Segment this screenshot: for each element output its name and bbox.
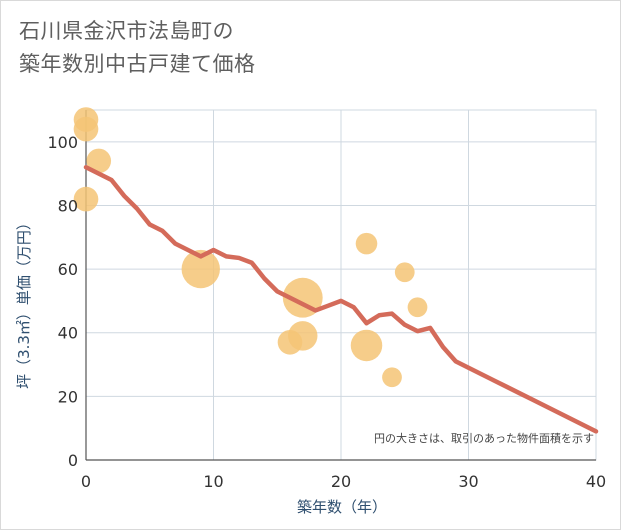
chart-title-line-1: 石川県金沢市法島町の — [19, 19, 234, 43]
bubble-9 — [350, 329, 383, 362]
bubble-11 — [394, 262, 415, 283]
trend-line — [83, 165, 599, 434]
chart-title-line-2: 築年数別中古戸建て価格 — [19, 52, 256, 76]
bubble-1 — [73, 116, 99, 142]
y-tick-label-0: 0 — [68, 451, 78, 470]
x-tick-label-0: 0 — [81, 472, 91, 491]
bubble-7 — [288, 321, 318, 351]
x-tick-label-20: 20 — [331, 472, 351, 491]
size-note: 円の大きさは、取引のあった物件面積を示す — [374, 431, 594, 445]
x-tick-label-10: 10 — [203, 472, 223, 491]
bubble-3 — [86, 148, 112, 174]
y-tick-label-40: 40 — [58, 324, 78, 343]
x-axis-label: 築年数（年） — [297, 498, 387, 516]
y-tick-label-80: 80 — [58, 196, 78, 215]
y-axis-label: 坪（3.3㎡）単価（万円） — [15, 215, 33, 389]
bubble-10 — [382, 367, 402, 388]
y-tick-label-60: 60 — [58, 260, 78, 279]
x-tick-label-40: 40 — [586, 472, 606, 491]
bubble-4 — [181, 249, 220, 289]
x-tick-label-30: 30 — [458, 472, 478, 491]
trend-series — [83, 165, 599, 434]
y-tick-label-20: 20 — [58, 387, 78, 406]
bubble-2 — [73, 186, 99, 212]
chart-title: 石川県金沢市法島町の 築年数別中古戸建て価格 — [19, 15, 256, 81]
y-tick-label-100: 100 — [47, 133, 78, 152]
grid-lines — [85, 109, 597, 461]
bubble-12 — [407, 297, 428, 318]
tick-labels: 0 10 20 30 40 0 20 40 60 80 100 — [47, 133, 606, 491]
bubble-8 — [355, 232, 378, 255]
